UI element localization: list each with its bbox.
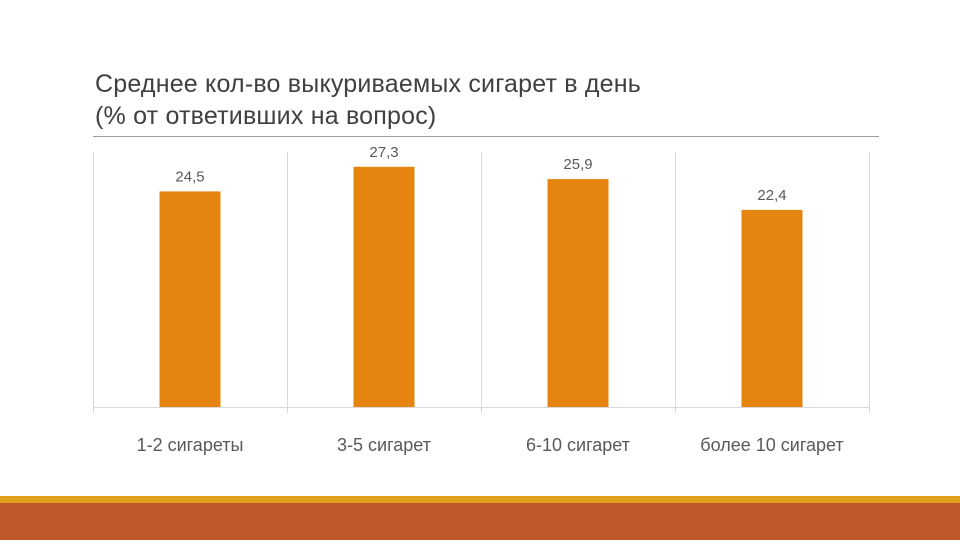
title-line-2: (% от ответивших на вопрос) — [95, 102, 437, 130]
category-label: 3-5 сигарет — [337, 435, 431, 455]
bar — [741, 209, 803, 407]
footer-accent-stripe — [0, 496, 960, 503]
data-label: 24,5 — [175, 168, 204, 185]
bar — [159, 191, 221, 407]
category-label: 6-10 сигарет — [526, 435, 630, 455]
footer-band — [0, 503, 960, 540]
bar — [353, 166, 415, 407]
category-label: 1-2 сигареты — [137, 435, 244, 455]
data-label: 22,4 — [757, 187, 786, 204]
category-label: более 10 сигарет — [700, 435, 843, 455]
title-divider — [93, 136, 879, 137]
data-label: 25,9 — [563, 156, 592, 173]
slide-title: Среднее кол-во выкуриваемых сигарет в де… — [95, 68, 855, 132]
title-line-1: Среднее кол-во выкуриваемых сигарет в де… — [95, 70, 642, 98]
bar — [547, 179, 609, 407]
bar-chart: 24,5 1-2 сигареты 27,3 3-5 сигарет 25,9 6-10 … — [93, 144, 870, 455]
data-label: 27,3 — [369, 144, 398, 161]
